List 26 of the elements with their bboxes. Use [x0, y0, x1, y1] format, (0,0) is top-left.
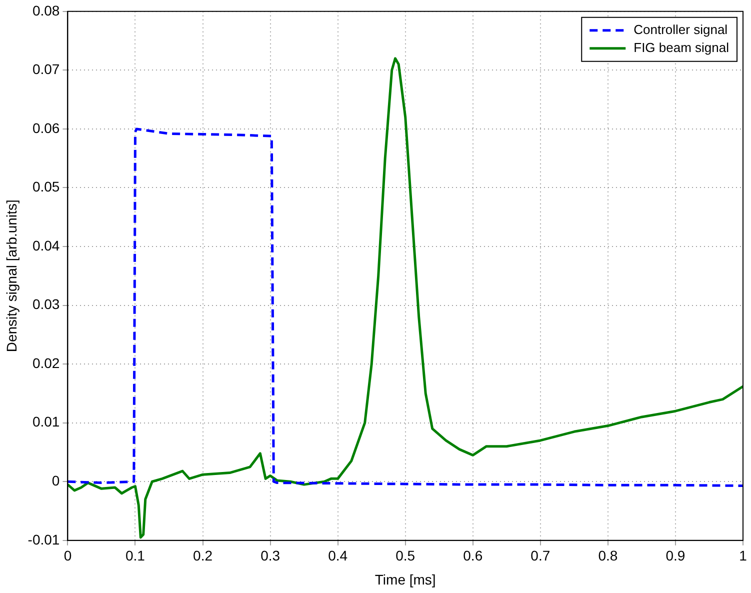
x-tick-label: 0.6	[463, 548, 483, 564]
y-tick-label: 0.07	[32, 61, 60, 78]
x-tick-label: 0.9	[666, 548, 686, 564]
y-tick-label: 0.01	[32, 414, 60, 430]
x-tick-label: 0.3	[260, 548, 280, 564]
x-tick-label: 0.4	[328, 548, 348, 564]
y-tick-label: 0.03	[32, 296, 60, 312]
legend-label: FIG beam signal	[634, 40, 730, 55]
y-tick-label: -0.01	[28, 531, 60, 548]
x-tick-label: 0	[64, 548, 72, 564]
x-axis-title: Time [ms]	[374, 571, 436, 588]
legend-label: Controller signal	[634, 22, 728, 37]
x-tick-label: 0.5	[396, 548, 416, 564]
x-tick-label: 0.2	[193, 548, 213, 564]
y-tick-label: 0.05	[32, 178, 60, 195]
y-tick-label: 0.02	[32, 354, 60, 371]
y-tick-label: 0	[52, 472, 60, 488]
x-tick-label: 0.1	[126, 548, 146, 564]
line-series	[68, 128, 743, 487]
y-tick-label: 0.04	[32, 237, 60, 254]
x-tick-label: 0.8	[598, 548, 618, 564]
y-tick-label: 0.08	[32, 2, 60, 18]
y-tick-label: 0.06	[32, 120, 60, 136]
x-tick-label: 0.7	[530, 548, 550, 564]
x-tick-label: 1	[739, 548, 748, 564]
y-axis-title: Density signal [arb.units]	[3, 200, 20, 352]
